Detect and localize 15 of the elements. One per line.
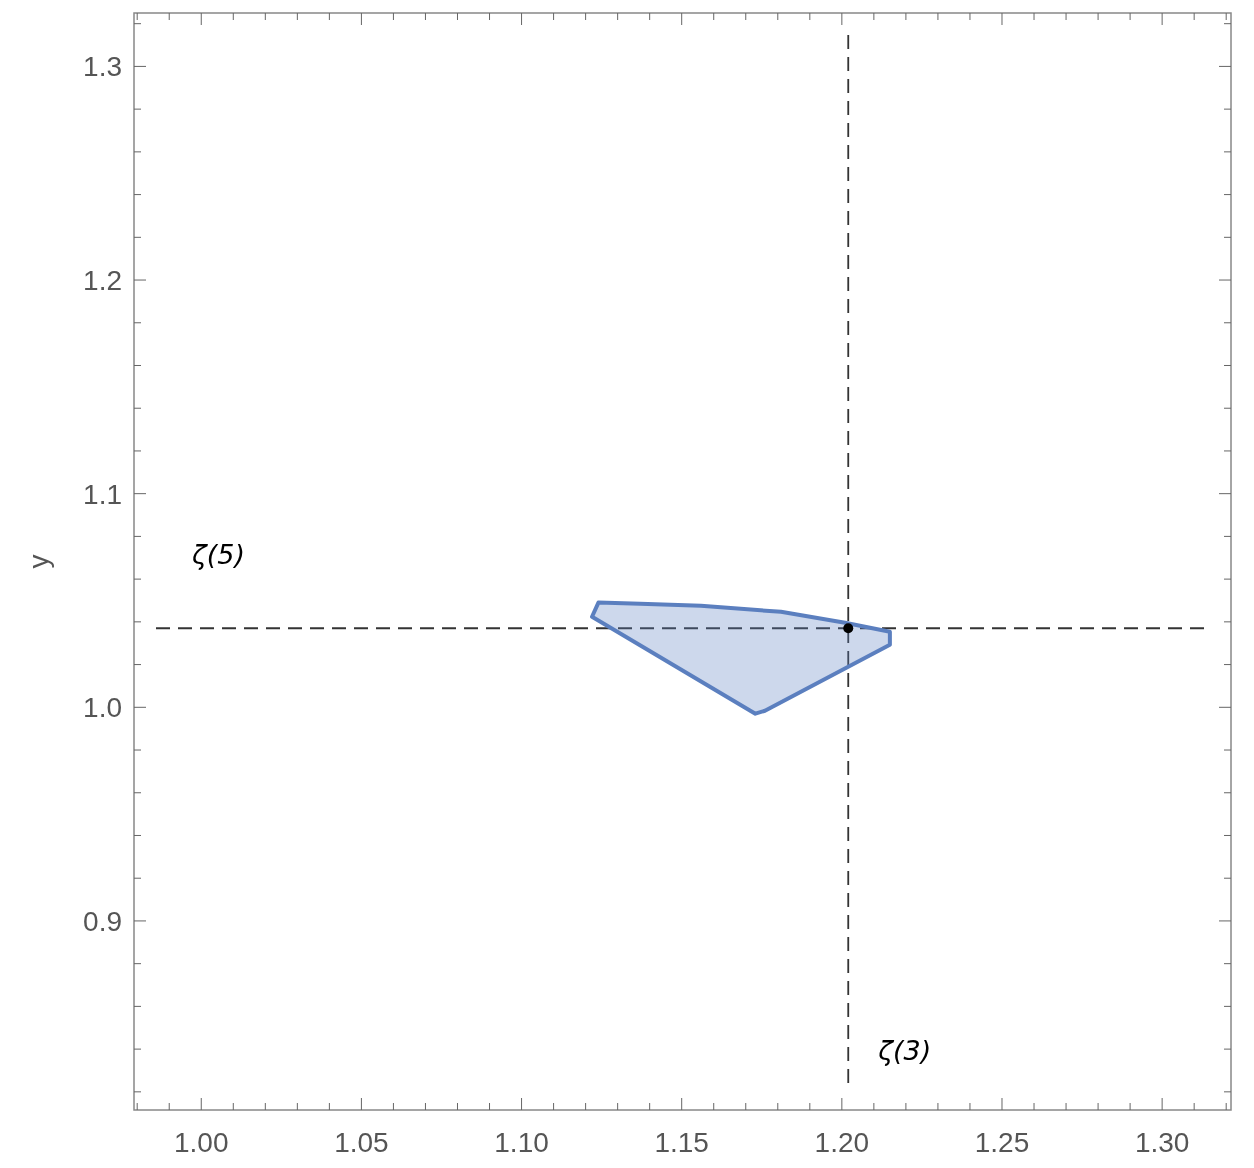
x-tick-label: 1.20	[814, 1127, 870, 1158]
y-tick-label: 1.3	[83, 51, 122, 83]
y-tick-label: 1.0	[83, 692, 122, 724]
y-tick-label: 1.2	[83, 265, 122, 297]
x-tick-label: 1.05	[334, 1127, 389, 1158]
y-tick-label: 1.1	[83, 478, 122, 510]
ref-line-label: ζ(5)	[191, 539, 245, 571]
x-tick-label: 1.30	[1134, 1127, 1190, 1158]
ref-line-label: ζ(3)	[877, 1035, 932, 1066]
x-tick-label: 1.15	[654, 1127, 709, 1158]
x-tick-label: 1.10	[494, 1127, 549, 1158]
x-tick-label: 1.00	[174, 1127, 229, 1158]
y-tick-label: 0.9	[83, 905, 122, 937]
x-tick-label: 1.25	[974, 1127, 1030, 1158]
y-axis-title: y	[23, 554, 54, 569]
